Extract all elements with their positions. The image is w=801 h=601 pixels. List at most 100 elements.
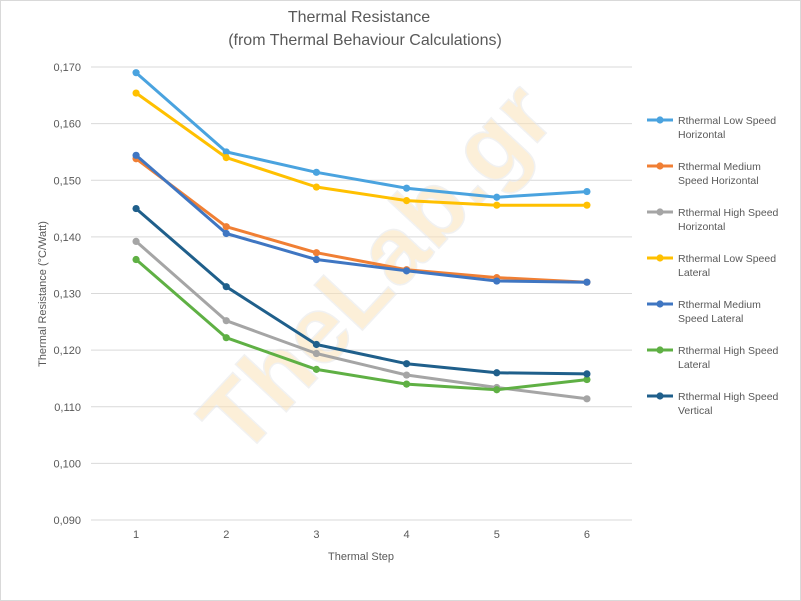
legend-label: Rthermal Low Speed <box>678 115 776 127</box>
y-tick-label: 0,100 <box>53 458 81 470</box>
chart-subtitle: (from Thermal Behaviour Calculations) <box>228 32 502 49</box>
series-line <box>134 153 589 284</box>
data-point <box>583 370 591 378</box>
data-point <box>132 69 140 77</box>
series-line <box>134 207 589 376</box>
x-tick-label: 2 <box>223 529 229 541</box>
legend-item: Rthermal Medium Speed Horizontal <box>647 161 761 187</box>
series-7 <box>132 204 591 378</box>
data-point <box>493 369 501 377</box>
data-point <box>493 201 501 209</box>
data-point <box>402 360 411 368</box>
x-axis-ticks: 1 2 3 4 5 6 <box>133 529 590 541</box>
data-point <box>493 193 501 201</box>
x-tick-label: 4 <box>404 529 410 541</box>
data-point <box>583 278 591 286</box>
series-5 <box>132 151 591 286</box>
data-point <box>222 317 230 325</box>
y-axis-ticks: 0,090 0,100 0,110 0,120 0,130 0,140 0,150 0,160… <box>53 62 81 527</box>
data-point <box>132 237 140 246</box>
legend-swatch-marker <box>656 162 664 170</box>
legend-label: Speed Lateral <box>678 313 743 325</box>
x-tick-label: 1 <box>133 529 139 541</box>
legend-swatch-marker <box>656 346 664 354</box>
series-line <box>134 71 589 199</box>
data-point <box>222 283 230 291</box>
y-tick-label: 0,120 <box>53 345 81 357</box>
legend-swatch-marker <box>656 300 664 308</box>
data-point <box>222 229 230 238</box>
data-point <box>402 184 411 192</box>
legend-label: Rthermal High Speed <box>678 345 779 357</box>
data-point <box>312 168 321 176</box>
data-point <box>583 187 591 196</box>
data-point <box>222 223 230 231</box>
legend-label: Vertical <box>678 405 712 417</box>
data-point <box>312 349 321 358</box>
legend-item: Rthermal Low Speed Lateral <box>647 253 776 279</box>
data-point <box>402 371 411 379</box>
data-point <box>583 395 591 403</box>
data-point <box>132 151 140 159</box>
legend-swatch-marker <box>656 208 664 216</box>
legend-item: Rthermal Medium Speed Lateral <box>647 299 761 325</box>
legend-label: Horizontal <box>678 129 725 141</box>
data-point <box>222 154 230 162</box>
data-point <box>132 255 140 264</box>
data-point <box>312 340 321 349</box>
x-axis-label: Thermal Step <box>328 551 394 563</box>
x-tick-label: 3 <box>313 529 319 541</box>
data-point <box>312 365 321 373</box>
legend-label: Rthermal Medium <box>678 299 761 311</box>
legend-swatch-marker <box>656 254 664 262</box>
legend-item: Rthermal Low Speed Horizontal <box>647 115 776 141</box>
data-point <box>222 148 230 156</box>
legend-swatch-marker <box>656 392 664 400</box>
series-line <box>134 258 589 392</box>
legend-item: Rthermal High Speed Vertical <box>647 391 779 417</box>
legend-item: Rthermal High Speed Lateral <box>647 345 779 371</box>
data-point <box>493 277 501 285</box>
series-line <box>134 91 589 207</box>
data-point <box>312 249 321 257</box>
chart-title: Thermal Resistance <box>288 9 430 26</box>
legend-label: Lateral <box>678 359 710 371</box>
legend-swatch-marker <box>656 116 664 124</box>
series-6 <box>132 255 591 394</box>
y-tick-label: 0,150 <box>53 175 81 187</box>
series-lines <box>132 69 591 403</box>
data-point <box>312 183 321 191</box>
y-tick-label: 0,130 <box>53 289 81 301</box>
y-tick-label: 0,160 <box>53 119 81 131</box>
data-point <box>222 334 230 342</box>
series-4 <box>132 89 591 209</box>
legend-item: Rthermal High Speed Horizontal <box>647 207 779 233</box>
data-point <box>583 201 591 209</box>
series-line <box>134 157 589 284</box>
data-point <box>402 197 411 205</box>
data-point <box>132 89 140 97</box>
legend-label: Rthermal Medium <box>678 161 761 173</box>
y-tick-label: 0,140 <box>53 232 81 244</box>
data-point <box>493 386 501 394</box>
data-point <box>132 204 140 213</box>
legend-label: Speed Horizontal <box>678 175 759 187</box>
legend: Rthermal Low Speed Horizontal Rthermal Med… <box>647 115 779 417</box>
legend-label: Horizontal <box>678 221 725 233</box>
data-point <box>583 375 591 384</box>
legend-label: Rthermal Low Speed <box>678 253 776 265</box>
x-tick-label: 6 <box>584 529 590 541</box>
x-tick-label: 5 <box>494 529 500 541</box>
data-point <box>402 267 411 275</box>
data-point <box>312 255 321 264</box>
y-tick-label: 0,090 <box>53 515 81 527</box>
legend-label: Rthermal High Speed <box>678 207 779 219</box>
data-point <box>402 380 411 388</box>
legend-label: Lateral <box>678 267 710 279</box>
y-tick-label: 0,170 <box>53 62 81 74</box>
legend-label: Rthermal High Speed <box>678 391 779 403</box>
series-1 <box>132 69 591 201</box>
y-tick-label: 0,110 <box>54 402 81 414</box>
